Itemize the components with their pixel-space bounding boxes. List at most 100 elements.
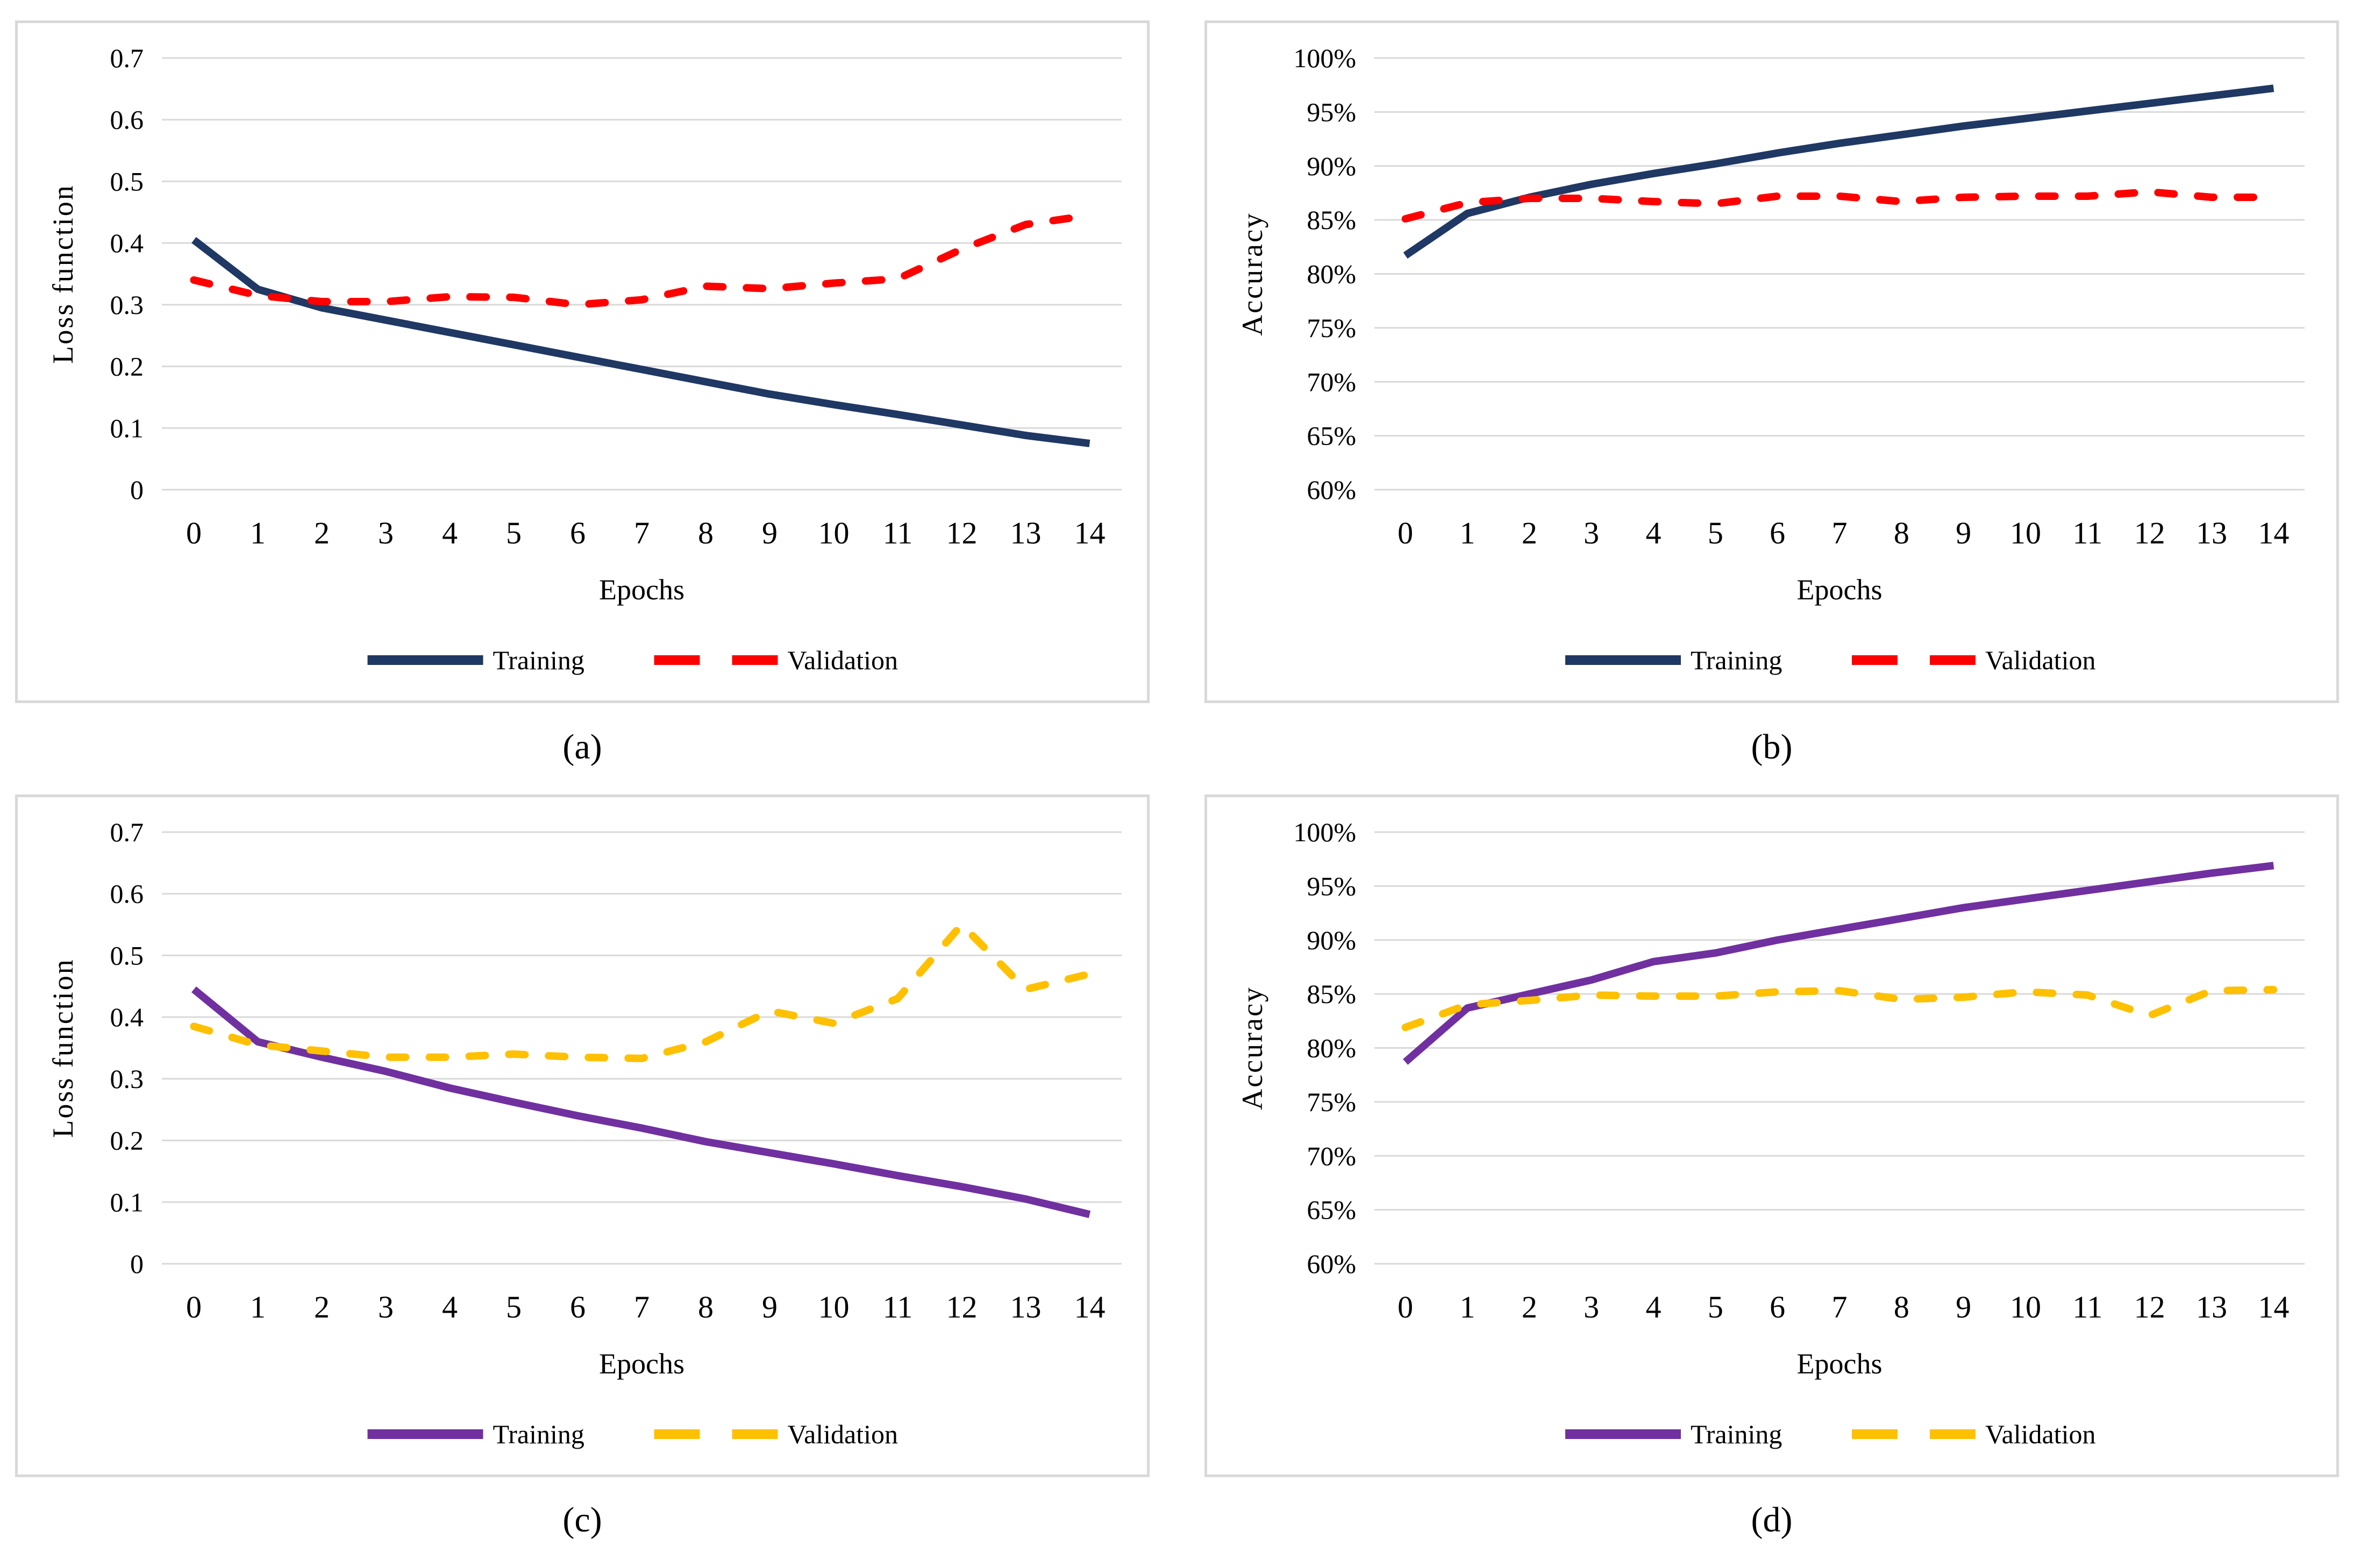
x-tick-label: 11 [2072,1290,2102,1324]
y-tick-label: 80% [1307,1033,1356,1063]
x-tick-label: 6 [570,515,586,550]
x-tick-label: 7 [1832,515,1848,550]
x-tick-label: 2 [1522,1290,1537,1324]
loss-chart-a: 0.70.60.50.40.30.20.100 1 2 3 4 5 6 7 8 9 10 11 12 13… [47,43,1122,675]
x-tick-label: 8 [698,515,714,550]
series-line-validation [1401,188,2278,223]
x-tick-label: 4 [1646,1290,1662,1324]
y-tick-label: 80% [1307,259,1356,289]
y-axis-title: Loss function [47,184,79,363]
x-tick-label: 14 [1074,1290,1106,1324]
legend-label-training: Training [1691,1419,1782,1449]
y-tick-label: 0.5 [110,166,144,196]
y-tick-label: 0.6 [110,879,144,909]
legend-label-validation: Validation [1985,1419,2096,1449]
accuracy-chart-d: 100%95%90%85%80%75%70%65%60%0 1 2 3 4 5 6 7 8 9 10… [1236,817,2305,1449]
x-tick-label: 9 [762,1290,778,1324]
y-tick-label: 70% [1307,1141,1356,1171]
series-line-training [191,986,1091,1219]
legend-label-training: Training [493,645,584,675]
x-tick-label: 12 [2134,1290,2165,1324]
x-tick-label: 5 [506,515,522,550]
x-axis-title: Epochs [1797,574,1883,606]
y-tick-label: 0 [130,475,144,505]
x-tick-label: 4 [442,515,458,550]
legend-label-training: Training [1691,645,1782,675]
series-line-validation [190,211,1094,309]
x-axis-title: Epochs [1797,1348,1883,1380]
y-tick-label: 60% [1307,1249,1356,1279]
y-tick-label: 0.7 [110,43,144,73]
series-line-validation [1401,986,2278,1032]
legend-label-validation: Validation [788,1419,899,1449]
y-tick-label: 100% [1293,817,1356,847]
x-tick-label: 11 [883,1290,913,1324]
x-tick-label: 2 [314,1290,330,1324]
x-tick-label: 0 [1397,1290,1413,1324]
series-line-training [1403,84,2274,259]
y-tick-label: 0.5 [110,940,144,970]
x-tick-label: 11 [2072,515,2102,550]
legend-label-training: Training [493,1419,584,1449]
x-tick-label: 7 [634,1290,650,1324]
y-tick-label: 0.4 [110,228,144,258]
x-tick-label: 14 [2258,1290,2289,1324]
x-tick-label: 14 [2258,515,2289,550]
chart-panel-a: 0.7 0.6 0.5 0.4 0.3 0.2 0.1 0 0 1 2 3 4 5 6 7 8 9 10 11 12 13… [15,20,1150,703]
x-tick-label: 10 [2010,515,2041,550]
y-tick-label: 85% [1307,205,1356,235]
x-tick-label: 9 [1956,1290,1971,1324]
x-axis-title: Epochs [599,1348,684,1380]
y-tick-label: 65% [1307,421,1356,451]
caption-b: (b) [1751,727,1793,767]
y-tick-label: 95% [1307,97,1356,127]
x-tick-label: 12 [2134,515,2165,550]
series-line-training [191,237,1090,447]
series-line-training [1403,862,2274,1065]
y-tick-label: 0.4 [110,1002,144,1032]
x-tick-label: 9 [1956,515,1971,550]
caption-d: (d) [1751,1500,1793,1540]
x-tick-label: 13 [1010,515,1042,550]
x-tick-label: 14 [1074,515,1106,550]
y-tick-label: 0.7 [110,817,144,847]
y-tick-label: 0.3 [110,290,144,320]
y-tick-label: 75% [1307,1087,1356,1117]
y-tick-label: 75% [1307,313,1356,343]
y-tick-label: 0.3 [110,1064,144,1094]
x-tick-label: 5 [506,1290,522,1324]
legend-label-validation: Validation [788,645,899,675]
x-tick-label: 8 [1894,515,1909,550]
x-tick-label: 3 [378,515,394,550]
series-line-validation [190,921,1094,1063]
x-tick-label: 10 [2010,1290,2041,1324]
x-tick-label: 10 [818,515,850,550]
x-tick-label: 3 [378,1290,394,1324]
y-axis-title: Accuracy [1236,986,1268,1110]
y-tick-label: 0.6 [110,105,144,135]
x-tick-label: 6 [1770,515,1785,550]
y-tick-label: 70% [1307,367,1356,397]
x-tick-label: 0 [186,515,202,550]
y-tick-label: 65% [1307,1195,1356,1225]
x-axis-title: Epochs [599,574,684,606]
x-tick-label: 2 [1522,515,1537,550]
x-tick-label: 8 [698,1290,714,1324]
x-tick-label: 2 [314,515,330,550]
x-tick-label: 11 [883,515,913,550]
x-tick-label: 12 [946,515,978,550]
x-tick-label: 0 [1397,515,1413,550]
y-tick-label: 0.2 [110,352,144,382]
y-tick-label: 0.1 [110,413,144,443]
y-tick-label: 60% [1307,475,1356,505]
x-tick-label: 5 [1708,1290,1723,1324]
x-tick-label: 5 [1708,515,1723,550]
x-tick-label: 4 [442,1290,458,1324]
caption-c: (c) [562,1500,602,1540]
y-tick-label: 90% [1307,925,1356,955]
x-tick-label: 9 [762,515,778,550]
y-tick-label: 85% [1307,979,1356,1009]
y-axis-title: Accuracy [1236,212,1268,336]
x-tick-label: 3 [1584,1290,1599,1324]
